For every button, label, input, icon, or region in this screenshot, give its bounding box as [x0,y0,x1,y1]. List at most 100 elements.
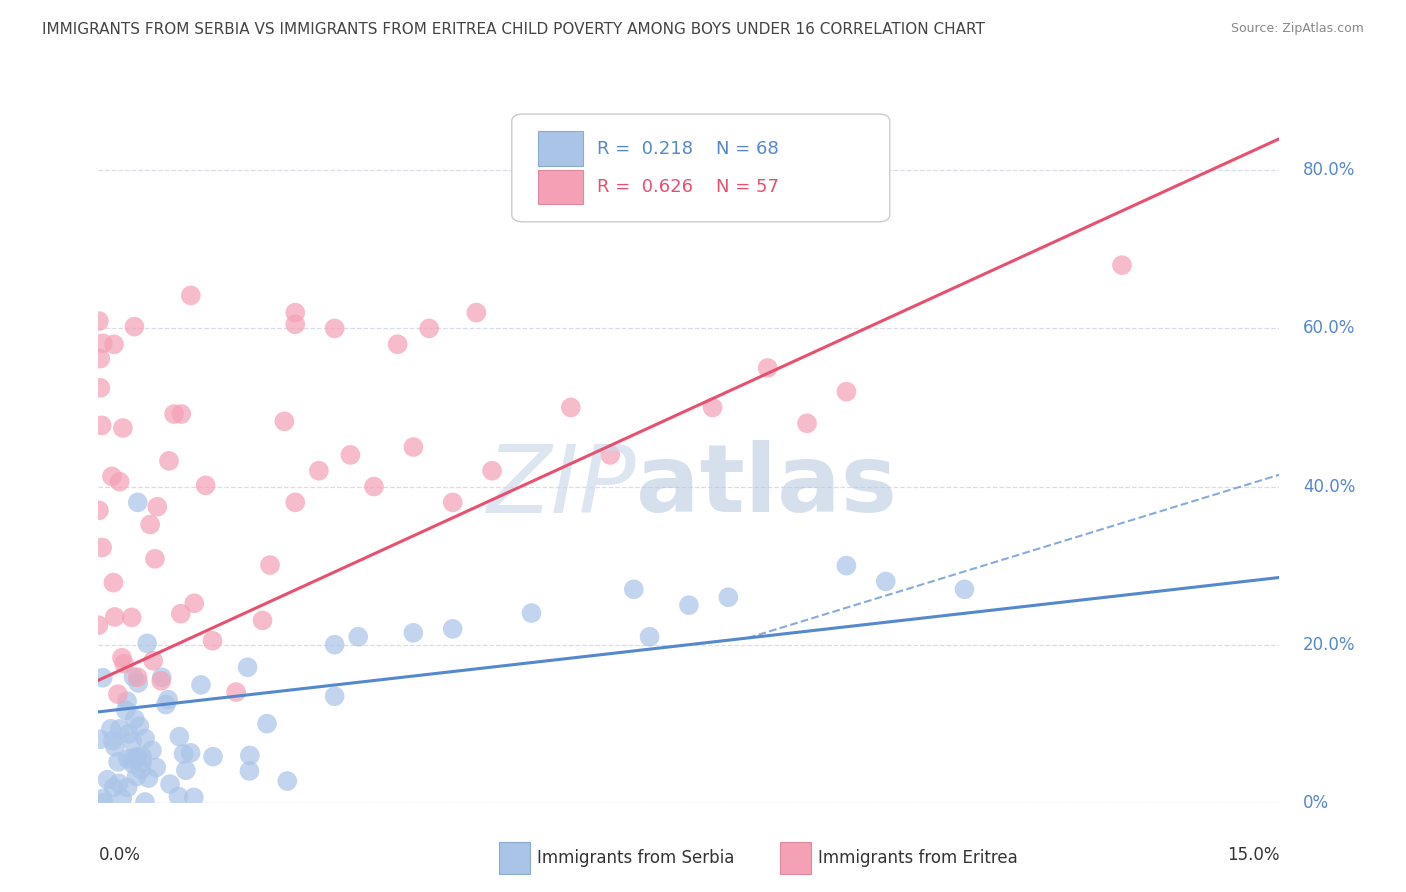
Point [108,722,131,736]
Point [128,719,150,733]
Point [284,318,307,332]
Point [252,614,274,628]
FancyBboxPatch shape [537,131,582,166]
Text: 80.0%: 80.0% [1303,161,1355,179]
Text: Source: ZipAtlas.com: Source: ZipAtlas.com [1230,22,1364,36]
Point [159,777,181,791]
Point [107,776,129,790]
Point [91,791,114,805]
Point [129,763,152,777]
Point [239,748,262,763]
Point [194,478,217,492]
Point [387,337,409,351]
Point [157,454,180,468]
Point [150,673,173,688]
Point [167,789,190,804]
Point [131,749,153,764]
Point [623,582,645,597]
Point [141,743,163,757]
Point [111,421,134,435]
Point [441,622,464,636]
Point [121,610,143,624]
Text: 0.0%: 0.0% [98,847,141,864]
Point [127,670,149,684]
Point [103,780,125,795]
Point [125,770,148,784]
Point [339,448,361,462]
Text: 0%: 0% [1303,794,1329,812]
Point [145,760,167,774]
Point [520,606,543,620]
Point [96,772,118,787]
Point [875,574,897,589]
Point [183,790,205,805]
Point [100,722,122,736]
Text: 40.0%: 40.0% [1303,477,1355,496]
Point [112,657,135,671]
Point [183,596,205,610]
Point [599,448,621,462]
Point [363,479,385,493]
Point [201,633,224,648]
FancyBboxPatch shape [537,169,582,204]
Point [756,360,779,375]
Point [121,751,143,765]
Point [347,630,370,644]
Point [143,551,166,566]
Point [323,321,346,335]
Point [441,495,464,509]
Point [238,764,260,778]
FancyBboxPatch shape [499,842,530,874]
Point [146,500,169,514]
Text: atlas: atlas [636,441,897,533]
Text: ZIP: ZIP [486,441,636,532]
Point [202,749,225,764]
Point [89,381,111,395]
Point [103,337,125,351]
Point [138,771,160,785]
Point [256,716,278,731]
Point [107,687,129,701]
Point [308,464,330,478]
Point [835,558,858,573]
Point [180,288,202,302]
Point [225,685,247,699]
Point [717,591,740,605]
Point [134,795,156,809]
Point [174,763,197,777]
Point [953,582,976,597]
Point [117,727,139,741]
Point [122,756,145,771]
Point [170,407,193,421]
Point [89,732,111,747]
Point [402,625,425,640]
Point [402,440,425,454]
Point [180,746,202,760]
Point [103,575,125,590]
Point [101,733,124,747]
Point [678,598,700,612]
Point [560,401,582,415]
Point [276,774,298,789]
Point [89,351,111,366]
FancyBboxPatch shape [780,842,811,874]
Text: 60.0%: 60.0% [1303,319,1355,337]
Point [108,475,131,489]
Point [284,495,307,509]
Point [170,607,193,621]
Point [117,752,139,766]
Text: Immigrants from Eritrea: Immigrants from Eritrea [818,849,1018,867]
Text: IMMIGRANTS FROM SERBIA VS IMMIGRANTS FROM ERITREA CHILD POVERTY AMONG BOYS UNDER: IMMIGRANTS FROM SERBIA VS IMMIGRANTS FRO… [42,22,986,37]
Point [121,734,143,748]
Point [155,698,177,712]
Point [101,469,124,483]
Point [169,730,191,744]
Point [134,731,156,746]
Point [107,755,129,769]
Point [702,401,724,415]
Point [93,796,115,810]
Text: 20.0%: 20.0% [1303,636,1355,654]
Point [835,384,858,399]
Point [1111,258,1133,272]
Point [91,336,114,351]
